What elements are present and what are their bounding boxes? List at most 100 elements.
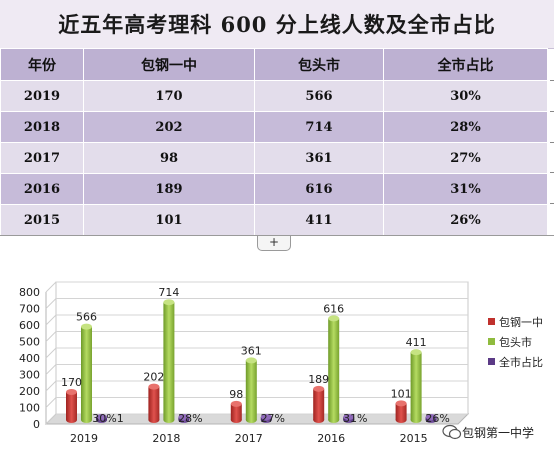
- data-label: 714: [158, 286, 179, 299]
- column-header-baotou[interactable]: 包头市: [254, 48, 384, 81]
- bar-cap: [328, 315, 340, 322]
- gridline-side: [45, 298, 57, 309]
- bar-base: [410, 417, 422, 423]
- table-cell[interactable]: 411: [254, 204, 384, 236]
- y-tick-label: 600: [19, 319, 40, 332]
- add-row-button[interactable]: +: [257, 236, 291, 251]
- legend-swatch: [488, 338, 495, 345]
- table-cell[interactable]: 170: [83, 80, 255, 112]
- bar-cap: [313, 385, 325, 392]
- data-label: 616: [323, 302, 344, 315]
- bar-cap: [410, 349, 422, 356]
- y-tick-label: 0: [33, 418, 40, 431]
- bar: [245, 360, 257, 420]
- table-cell[interactable]: 2017: [0, 142, 84, 174]
- table-row: 2018 202 714 28%: [0, 111, 548, 143]
- table-cell[interactable]: 30%: [383, 80, 548, 112]
- sheet-title: 近五年高考理科 600 分上线人数及全市占比: [0, 0, 554, 49]
- y-axis: 0 100 200 300 400 500 600 700 800: [19, 286, 40, 431]
- bar-cap: [163, 299, 175, 306]
- table-cell[interactable]: 98: [83, 142, 255, 174]
- y-tick-label: 200: [19, 385, 40, 398]
- legend-swatch: [488, 318, 495, 325]
- data-label: 27%: [261, 412, 285, 425]
- bar-cap: [81, 323, 92, 330]
- data-label: 361: [241, 344, 262, 357]
- x-tick-label: 2016: [317, 432, 345, 445]
- table-row: 2019 170 566 30%: [0, 80, 548, 112]
- table-header-row: 年份 包钢一中 包头市 全市占比: [0, 48, 548, 81]
- data-label: 28%: [178, 412, 202, 425]
- y-tick-label: 100: [19, 402, 40, 415]
- bar: [313, 388, 325, 420]
- bar: [328, 318, 340, 420]
- wechat-icon: [442, 424, 462, 440]
- gridline-side: [45, 331, 57, 342]
- x-tick-label: 2018: [152, 432, 180, 445]
- column-header-year[interactable]: 年份: [0, 48, 84, 81]
- bar-base: [395, 417, 407, 423]
- bar-cap: [66, 388, 77, 395]
- gridline-side: [45, 281, 57, 293]
- x-axis: 2019 2018 2017 2016 2015: [70, 432, 428, 445]
- table-cell[interactable]: 361: [254, 142, 384, 174]
- bar-base: [163, 417, 175, 423]
- table-cell[interactable]: 28%: [383, 111, 548, 143]
- table-cell[interactable]: 566: [254, 80, 384, 112]
- data-labels: 170 566 30%1 202 714 28% 98 361 27% 189 616 31% 101 4…: [61, 286, 450, 425]
- bar-chart: 0 100 200 300 400 500 600 700 800 170 566 30%1 202 7…: [19, 281, 543, 445]
- table-cell[interactable]: 714: [254, 111, 384, 143]
- bar: [410, 352, 422, 420]
- bar-cap: [245, 357, 257, 364]
- gridline-side: [45, 314, 57, 326]
- x-tick-label: 2015: [400, 432, 428, 445]
- bar-cap: [230, 400, 242, 407]
- bar-base: [81, 417, 92, 423]
- table-cell[interactable]: 2015: [0, 204, 84, 236]
- bar: [163, 302, 175, 420]
- bar-cap: [425, 414, 437, 420]
- legend-swatch: [488, 358, 495, 365]
- y-tick-label: 400: [19, 352, 40, 365]
- bar-cap: [148, 383, 160, 390]
- data-label: 202: [143, 371, 164, 384]
- gridline-side: [45, 397, 57, 408]
- bar: [395, 403, 407, 420]
- bars: [66, 299, 437, 423]
- bar-cap: [395, 400, 407, 407]
- table-cell[interactable]: 26%: [383, 204, 548, 236]
- table-cell[interactable]: 101: [83, 204, 255, 236]
- y-tick-label: 700: [19, 303, 40, 316]
- data-label: 31%: [343, 412, 367, 425]
- bar-base: [66, 417, 77, 423]
- y-tick-label: 800: [19, 286, 40, 299]
- table-cell[interactable]: 2018: [0, 111, 84, 143]
- table-cell[interactable]: 2019: [0, 80, 84, 112]
- data-label: 26%: [425, 412, 449, 425]
- table-cell[interactable]: 616: [254, 173, 384, 205]
- data-label: 189: [308, 373, 329, 386]
- data-label: 170: [61, 376, 82, 389]
- table-cell[interactable]: 31%: [383, 173, 548, 205]
- bar-base: [313, 417, 325, 423]
- bar: [81, 326, 92, 420]
- bar-base: [148, 417, 160, 423]
- data-label: 101: [391, 387, 412, 400]
- table-cell[interactable]: 27%: [383, 142, 548, 174]
- column-header-ratio[interactable]: 全市占比: [383, 48, 548, 81]
- legend-label: 包头市: [499, 335, 532, 349]
- table-cell[interactable]: 2016: [0, 173, 84, 205]
- table-cell[interactable]: 202: [83, 111, 255, 143]
- data-label: 411: [406, 336, 427, 349]
- x-tick-label: 2017: [235, 432, 263, 445]
- gridline-side: [45, 347, 57, 359]
- table-cell[interactable]: 189: [83, 173, 255, 205]
- bar: [230, 403, 242, 420]
- bar-base: [328, 417, 340, 423]
- sheet-divider: [0, 235, 554, 236]
- x-tick-label: 2019: [70, 432, 98, 445]
- data-table: 年份 包钢一中 包头市 全市占比 2019 170 566 30% 2018 2…: [0, 48, 548, 236]
- y-tick-label: 300: [19, 369, 40, 382]
- data-label: 98: [229, 388, 243, 401]
- column-header-baogang[interactable]: 包钢一中: [83, 48, 255, 81]
